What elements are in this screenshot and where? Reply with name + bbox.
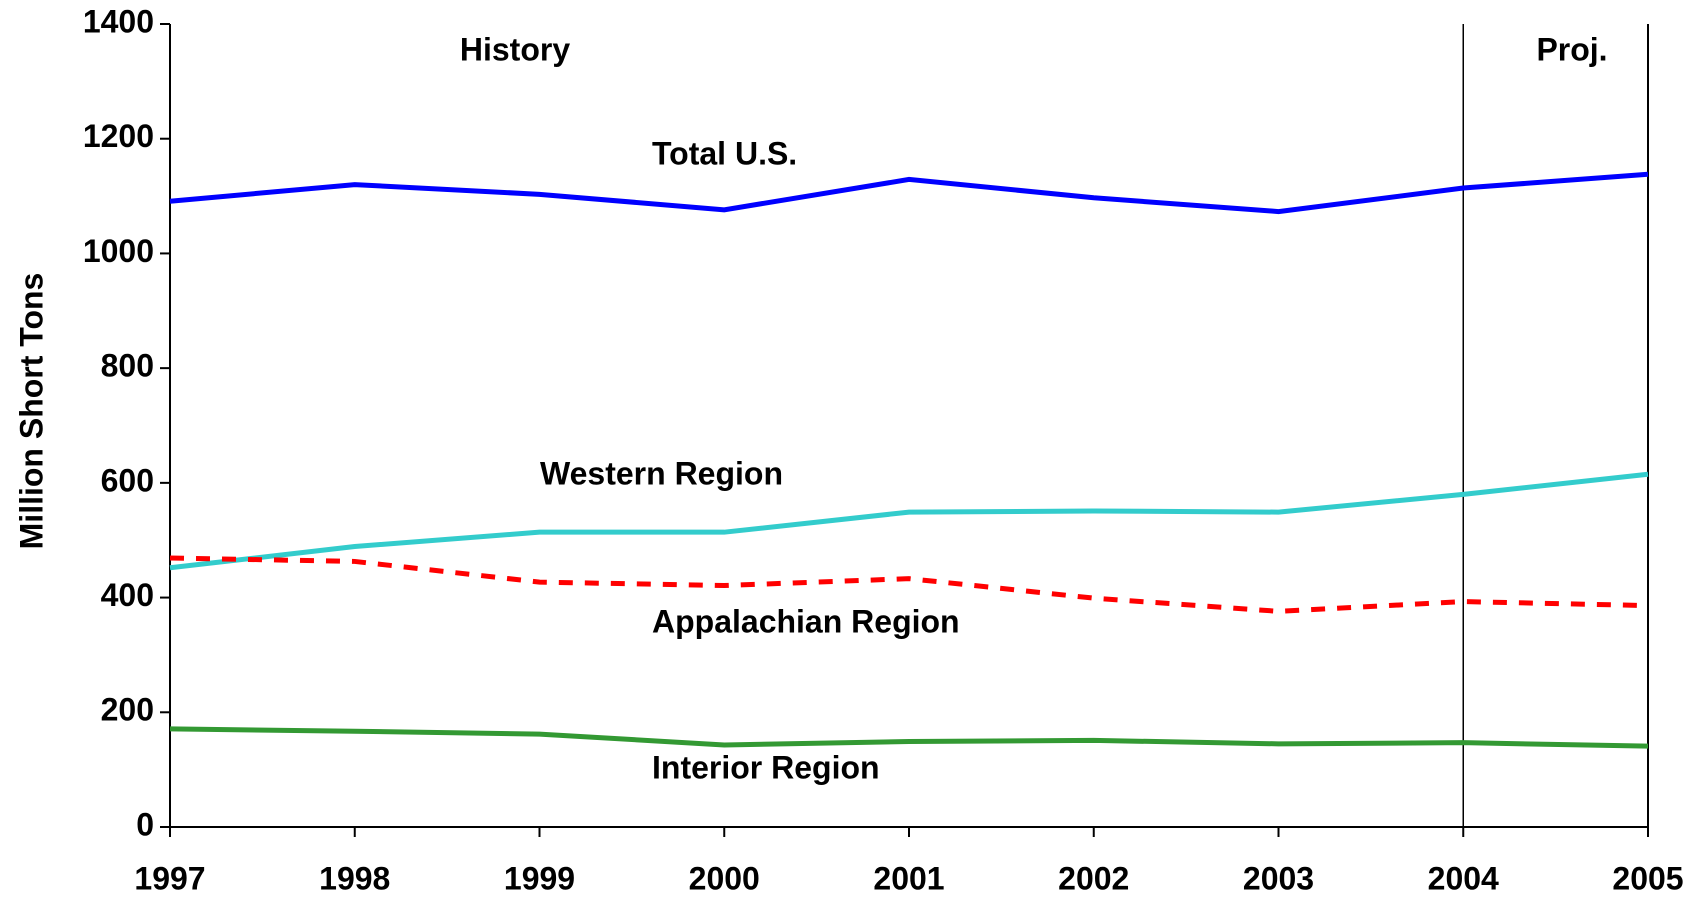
y-tick-label: 800 — [101, 348, 154, 384]
y-tick-label: 1000 — [83, 233, 154, 269]
x-tick-label: 2002 — [1058, 860, 1129, 896]
series-line — [169, 171, 1649, 215]
y-tick-label: 1400 — [83, 3, 154, 39]
x-tick-label: 2001 — [873, 860, 944, 896]
series-label: Western Region — [540, 455, 783, 491]
x-tick-label: 1997 — [134, 860, 205, 896]
annotation: Proj. — [1536, 31, 1607, 67]
y-tick-label: 400 — [101, 577, 154, 613]
y-tick-label: 0 — [136, 806, 154, 842]
x-tick-label: 2005 — [1612, 860, 1683, 896]
series-line — [169, 471, 1649, 571]
y-tick-label: 1200 — [83, 118, 154, 154]
x-tick-label: 1999 — [504, 860, 575, 896]
y-tick-label: 600 — [101, 462, 154, 498]
x-tick-label: 1998 — [319, 860, 390, 896]
x-tick-label: 2004 — [1428, 860, 1499, 896]
x-tick-label: 2003 — [1243, 860, 1314, 896]
annotation: History — [460, 31, 570, 67]
series-label: Interior Region — [652, 749, 880, 785]
x-tick-label: 2000 — [689, 860, 760, 896]
y-tick-label: 200 — [101, 692, 154, 728]
y-axis-label: Million Short Tons — [13, 273, 49, 550]
series-line — [169, 726, 1649, 749]
series-line — [169, 555, 1649, 614]
series-label: Total U.S. — [652, 135, 797, 171]
series-label: Appalachian Region — [652, 603, 960, 639]
